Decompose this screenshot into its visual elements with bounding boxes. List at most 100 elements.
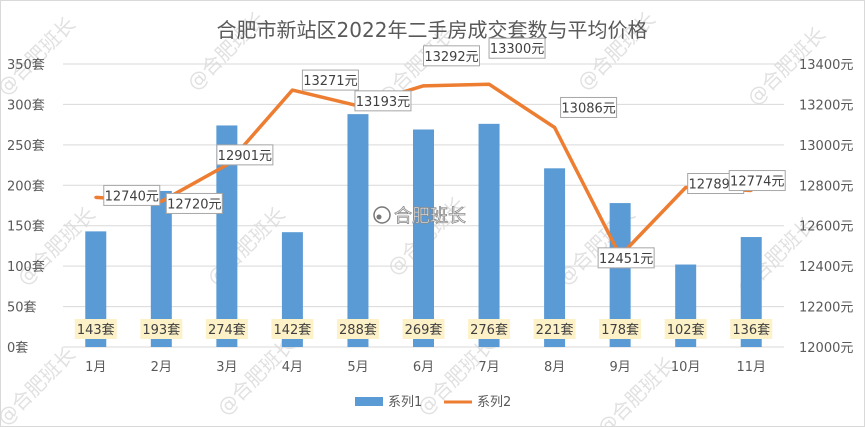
line-label-box (103, 184, 161, 206)
x-tick-label: 9月 (609, 360, 630, 375)
bar (609, 203, 631, 347)
bar-label-box (74, 319, 117, 339)
right-tick-label: 12000元 (799, 341, 853, 356)
line-data-label: 13086元 (561, 101, 615, 116)
bar (216, 125, 238, 347)
line-point (159, 199, 163, 203)
x-tick-label: 6月 (413, 360, 434, 375)
x-axis-ticks: 1月 2月 3月 4月 5月 6月 7月 8月 9月 10月 11月 (85, 360, 766, 375)
x-tick-label: 7月 (478, 360, 499, 375)
legend-swatch-series-1 (355, 397, 383, 406)
x-tick-label: 1月 (85, 360, 106, 375)
bar-data-label: 193套 (142, 322, 180, 338)
bar (478, 123, 500, 347)
line-data-label: 13300元 (490, 42, 544, 57)
watermark-text: @合肥班长 (592, 352, 680, 426)
line-point (290, 88, 294, 92)
bar-label-box (533, 319, 576, 339)
bar-data-label: 274套 (208, 322, 246, 338)
line-label-box (165, 192, 223, 214)
bar-data-labels: 143套 193套 274套 142套 288套 269套 276套 221套 178套 102套… (74, 319, 773, 339)
right-tick-label: 12800元 (799, 179, 853, 194)
x-tick-label: 11月 (736, 360, 766, 375)
right-tick-label: 13400元 (799, 58, 853, 73)
x-tick-label: 5月 (347, 360, 368, 375)
line-data-label: 12740元 (105, 189, 159, 204)
line-label-box (354, 90, 412, 112)
bar-data-label: 288套 (339, 322, 377, 338)
x-tick-label: 2月 (151, 360, 172, 375)
bar-data-label: 136套 (732, 322, 770, 338)
right-tick-label: 12400元 (799, 260, 853, 275)
line-label-box (301, 69, 359, 91)
bar-data-label: 142套 (273, 322, 311, 338)
legend: 系列1 系列2 (355, 395, 511, 410)
line-data-label: 13271元 (303, 74, 357, 89)
right-tick-label: 12600元 (799, 220, 853, 235)
bar-label-box (271, 319, 314, 339)
bar (544, 168, 566, 347)
bar (281, 232, 303, 347)
bar-label-box (402, 319, 445, 339)
left-tick-label: 300套 (7, 97, 45, 113)
bar-label-box (730, 319, 773, 339)
line-label-box (216, 144, 274, 166)
right-tick-label: 13000元 (799, 139, 853, 154)
line-point (553, 125, 557, 129)
line-data-label: 12774元 (730, 175, 784, 190)
line-point (94, 195, 98, 199)
line-point (487, 82, 491, 86)
left-tick-label: 100套 (7, 259, 45, 275)
bar-data-label: 269套 (405, 322, 443, 338)
chart-title: 合肥市新站区2022年二手房成交套数与平均价格 (217, 18, 648, 42)
bar (85, 231, 107, 347)
center-watermark: 合肥班长 (373, 206, 466, 227)
right-tick-label: 12200元 (799, 301, 853, 316)
line-data-label: 12720元 (167, 197, 221, 212)
line-data-label: 12901元 (218, 149, 272, 164)
bar (413, 129, 434, 347)
legend-label-series-2: 系列2 (477, 395, 511, 410)
line-point (422, 84, 425, 88)
line-data-labels: 12740元 12720元 12901元 13271元 13193元 13292元 1330… (103, 37, 786, 269)
left-tick-label: 0套 (7, 340, 28, 356)
line-data-label: 13193元 (356, 95, 410, 110)
x-tick-label: 8月 (544, 360, 565, 375)
line-label-box (728, 170, 786, 192)
line-point (684, 186, 688, 190)
bar (150, 190, 172, 347)
line-label-box (423, 45, 480, 67)
watermark-text: @合肥班长 (1, 12, 80, 100)
bar-series (85, 114, 762, 347)
bar-label-box (205, 319, 248, 339)
bar-data-label: 178套 (601, 322, 639, 338)
bar-label-box (468, 319, 511, 339)
bar-label-box (336, 319, 379, 339)
bar-data-label: 143套 (77, 322, 115, 338)
bar-data-label: 221套 (536, 322, 574, 338)
x-tick-label: 3月 (216, 360, 237, 375)
bar-label-box (664, 319, 707, 339)
right-tick-label: 13200元 (799, 98, 853, 113)
bar-label-box (140, 319, 183, 339)
left-tick-label: 250套 (7, 138, 45, 154)
line-label-box (560, 96, 618, 118)
line-label-box (488, 37, 546, 59)
bar-data-label: 102套 (667, 322, 705, 338)
center-watermark-text: 合肥班长 (394, 206, 466, 227)
bar (347, 114, 369, 347)
bar-label-box (599, 319, 642, 339)
weibo-icon-dot (376, 214, 382, 220)
line-data-label: 12451元 (599, 252, 653, 267)
bar-data-label: 276套 (470, 322, 508, 338)
line-label-box (597, 247, 655, 269)
line-data-label: 13292元 (424, 50, 478, 65)
line-series (94, 82, 753, 258)
watermark-text: @合肥班长 (202, 202, 290, 290)
x-tick-label: 4月 (282, 360, 303, 375)
left-tick-label: 150套 (7, 219, 45, 235)
left-tick-label: 350套 (7, 57, 45, 73)
x-tick-label: 10月 (671, 360, 701, 375)
